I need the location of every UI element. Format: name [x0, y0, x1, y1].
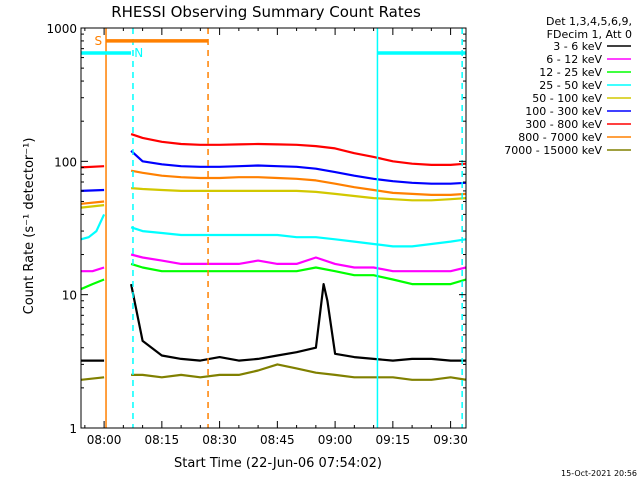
x-axis-title: Start Time (22-Jun-06 07:54:02) — [174, 456, 382, 471]
y-tick-label: 1000 — [46, 22, 77, 36]
x-tick-label: 08:45 — [260, 433, 295, 447]
series-line-6-segment-1 — [130, 133, 466, 166]
y-axis-title: Count Rate (s⁻¹ detector⁻¹) — [22, 138, 37, 315]
legend-header-line-2: FDecim 1, Att 0 — [547, 28, 632, 41]
series-layer — [81, 133, 466, 381]
series-line-8-segment-1 — [131, 363, 466, 381]
series-line-4-segment-0 — [81, 204, 105, 209]
series-line-3-segment-1 — [130, 226, 466, 248]
chart-title: RHESSI Observing Summary Count Rates — [111, 3, 421, 21]
legend-entry-label: 3 - 6 keV — [553, 40, 602, 53]
y-tick-label: 100 — [54, 155, 77, 169]
series-line-2-segment-1 — [130, 262, 466, 286]
series-line-4-segment-1 — [131, 187, 466, 202]
series-line-3-segment-0 — [81, 213, 106, 241]
generated-timestamp: 15-Oct-2021 20:56 — [561, 469, 637, 478]
legend-entry-label: 25 - 50 keV — [539, 79, 602, 92]
y-tick-label: 1 — [69, 422, 77, 436]
flag-markers: SN — [81, 28, 466, 428]
series-line-1-segment-0 — [81, 266, 105, 273]
legend-entry-label: 800 - 7000 keV — [518, 131, 602, 144]
x-tick-label: 08:15 — [145, 433, 180, 447]
legend-entry-label: 100 - 300 keV — [525, 105, 602, 118]
legend: Det 1,3,4,5,6,9, FDecim 1, Att 0 3 - 6 k… — [504, 15, 632, 157]
legend-entry-label: 300 - 800 keV — [525, 118, 602, 131]
x-axis: 08:00 08:15 08:30 08:45 09:00 09:15 09:30 — [84, 28, 468, 447]
x-tick-label: 08:00 — [87, 433, 122, 447]
series-line-8-segment-0 — [81, 376, 105, 381]
legend-header-line-1: Det 1,3,4,5,6,9, — [546, 15, 632, 28]
flag-label-1: N — [134, 46, 143, 60]
legend-entry-label: 12 - 25 keV — [539, 66, 602, 79]
series-line-5-segment-1 — [130, 149, 466, 185]
legend-entry-label: 6 - 12 keV — [546, 53, 602, 66]
x-tick-label: 08:30 — [202, 433, 237, 447]
x-tick-label: 09:15 — [376, 433, 411, 447]
x-tick-label: 09:30 — [433, 433, 468, 447]
plot-frame — [80, 27, 467, 429]
series-line-7-segment-0 — [81, 200, 105, 205]
y-tick-label: 10 — [62, 289, 77, 303]
series-line-2-segment-0 — [81, 278, 105, 291]
series-line-7-segment-1 — [130, 169, 466, 196]
flag-label-0: S — [95, 34, 103, 48]
series-line-0-segment-1 — [130, 283, 466, 362]
x-tick-label: 09:00 — [318, 433, 353, 447]
series-line-1-segment-1 — [130, 253, 466, 273]
plot-area: SN 08:00 08:15 08:30 08:45 09:00 09:15 09:30 1… — [46, 22, 467, 447]
y-axis: 1 10 100 1000 — [46, 22, 466, 436]
legend-entry-label: 50 - 100 keV — [532, 92, 602, 105]
series-line-5-segment-0 — [81, 188, 105, 192]
legend-entry-label: 7000 - 15000 keV — [504, 144, 602, 157]
series-line-6-segment-0 — [81, 165, 105, 169]
